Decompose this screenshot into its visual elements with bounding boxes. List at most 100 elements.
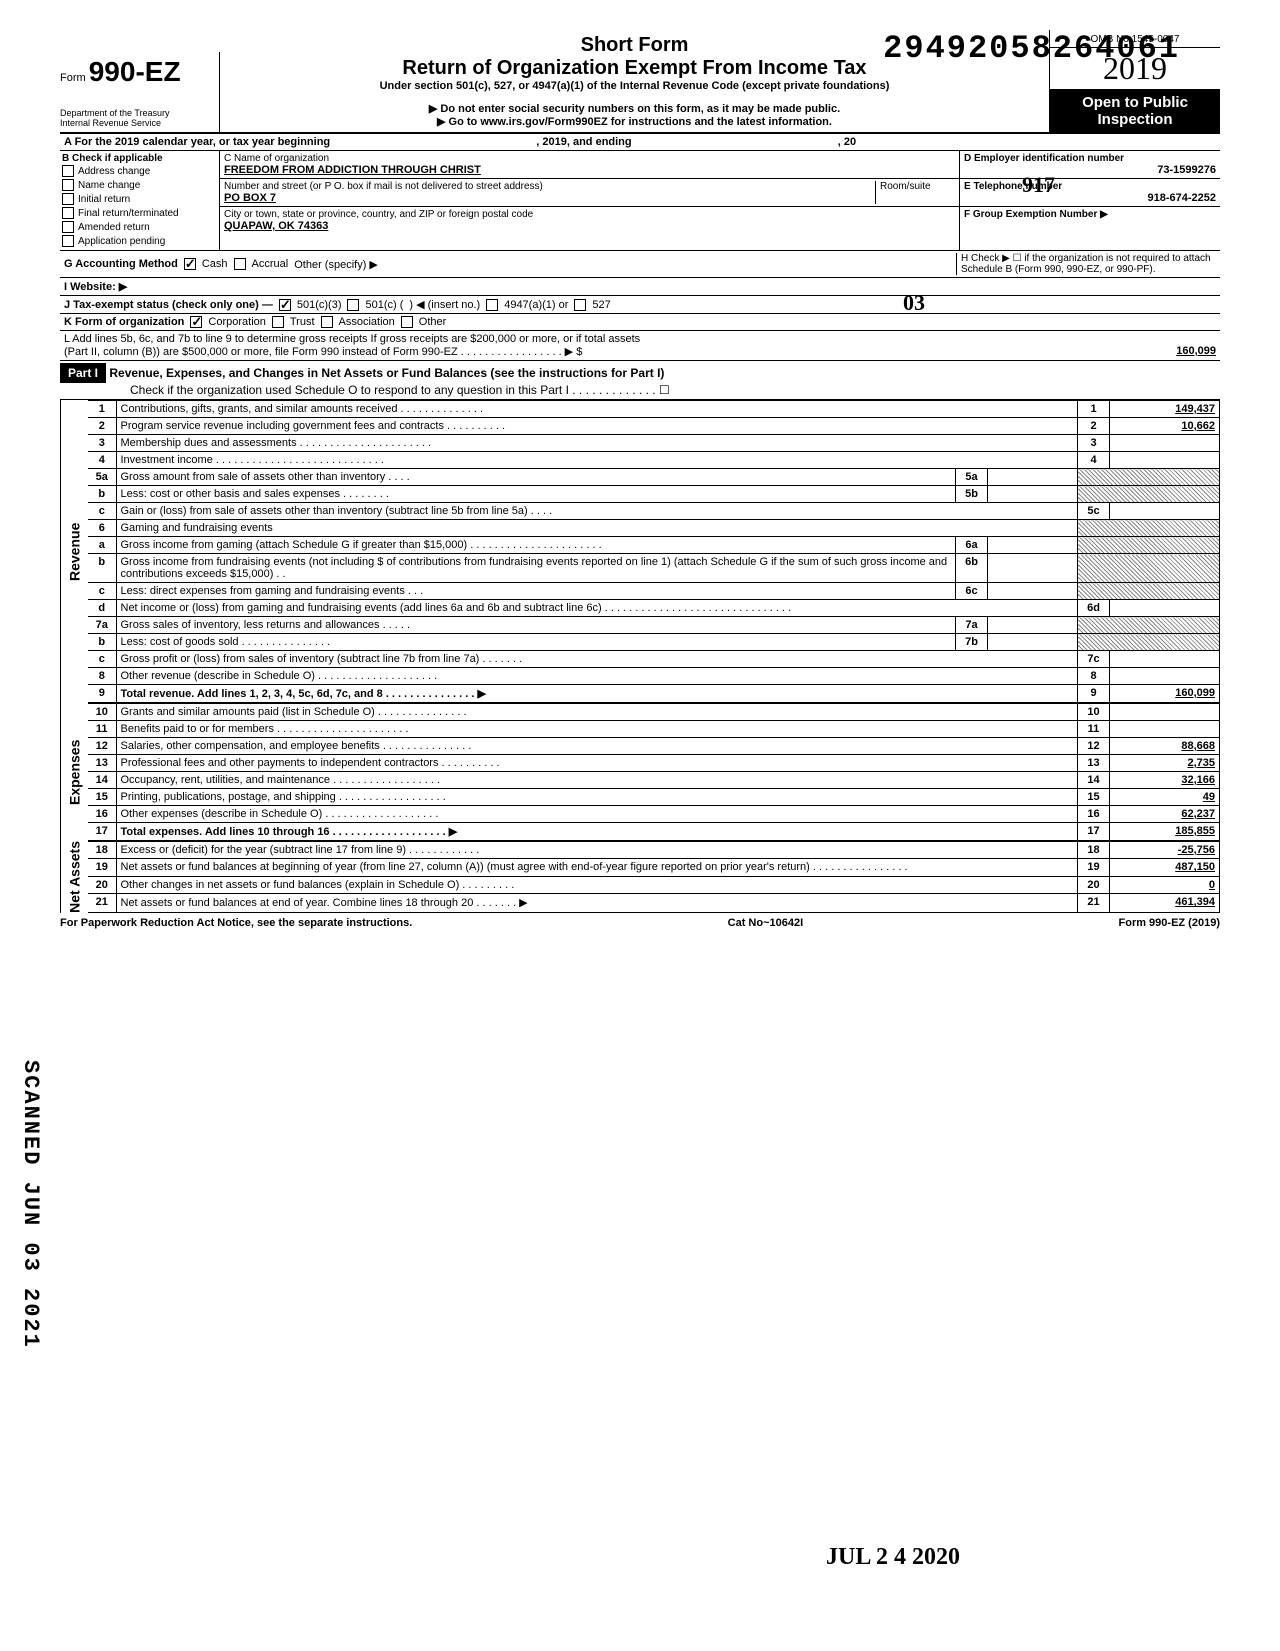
check-4947[interactable] xyxy=(486,299,498,311)
line-desc: Less: cost of goods sold . . . . . . . .… xyxy=(116,634,956,651)
check-kother[interactable] xyxy=(401,316,413,328)
box-number: 15 xyxy=(1078,789,1110,806)
check-initial[interactable] xyxy=(62,193,74,205)
check-527[interactable] xyxy=(574,299,586,311)
lbl-501cb: ) ◀ (insert no.) xyxy=(409,298,480,311)
stamp-number: 29492058264061 xyxy=(883,30,1180,67)
table-row: 6Gaming and fundraising events xyxy=(88,520,1220,537)
box-number: 1 xyxy=(1078,401,1110,418)
line-desc: Gaming and fundraising events xyxy=(116,520,1078,537)
lbl-initial: Initial return xyxy=(78,194,130,205)
table-row: bLess: cost or other basis and sales exp… xyxy=(88,486,1220,503)
inner-box-num: 7a xyxy=(956,617,988,634)
table-row: 15Printing, publications, postage, and s… xyxy=(88,789,1220,806)
box-number: 21 xyxy=(1078,894,1110,913)
line-desc: Other expenses (describe in Schedule O) … xyxy=(116,806,1078,823)
table-row: 3Membership dues and assessments . . . .… xyxy=(88,435,1220,452)
box-number: 3 xyxy=(1078,435,1110,452)
lbl-501c3: 501(c)(3) xyxy=(297,299,342,311)
open-public: Open to Public Inspection xyxy=(1050,90,1220,132)
inner-box-num: 5b xyxy=(956,486,988,503)
table-row: cLess: direct expenses from gaming and f… xyxy=(88,583,1220,600)
check-assoc[interactable] xyxy=(321,316,333,328)
table-row: 20Other changes in net assets or fund ba… xyxy=(88,876,1220,893)
line-amount: 49 xyxy=(1110,789,1220,806)
cal-mid: , 2019, and ending xyxy=(536,136,631,148)
inner-amount xyxy=(988,469,1078,486)
i-label: I Website: ▶ xyxy=(64,280,127,293)
table-row: 9Total revenue. Add lines 1, 2, 3, 4, 5c… xyxy=(88,685,1220,703)
org-street: PO BOX 7 xyxy=(224,192,875,204)
line-desc: Gross income from gaming (attach Schedul… xyxy=(116,537,956,554)
lbl-corp: Corporation xyxy=(208,316,265,328)
check-501c[interactable] xyxy=(347,299,359,311)
line-number: 4 xyxy=(88,452,116,469)
line-desc: Less: cost or other basis and sales expe… xyxy=(116,486,956,503)
line-number: 14 xyxy=(88,772,116,789)
shaded-cell xyxy=(1078,520,1220,537)
netassets-table: 18Excess or (deficit) for the year (subt… xyxy=(88,841,1220,913)
line-desc: Gain or (loss) from sale of assets other… xyxy=(116,503,1078,520)
line-amount: 461,394 xyxy=(1110,894,1220,913)
table-row: 4Investment income . . . . . . . . . . .… xyxy=(88,452,1220,469)
dept1: Department of the Treasury xyxy=(60,108,211,118)
table-row: cGross profit or (loss) from sales of in… xyxy=(88,651,1220,668)
footer-mid: Cat No~10642I xyxy=(728,917,804,929)
line-amount: -25,756 xyxy=(1110,842,1220,859)
check-final[interactable] xyxy=(62,207,74,219)
phone: 918-674-2252 xyxy=(964,192,1216,204)
line-amount xyxy=(1110,503,1220,520)
ein: 73-1599276 xyxy=(964,164,1216,176)
cal-end: , 20 xyxy=(838,136,856,148)
city-label: City or town, state or province, country… xyxy=(224,209,955,220)
box-number: 16 xyxy=(1078,806,1110,823)
check-pending[interactable] xyxy=(62,235,74,247)
line-desc: Less: direct expenses from gaming and fu… xyxy=(116,583,956,600)
table-row: 19Net assets or fund balances at beginni… xyxy=(88,859,1220,876)
date-stamp: JUL 2 4 2020 xyxy=(826,1544,960,1571)
line-desc: Contributions, gifts, grants, and simila… xyxy=(116,401,1078,418)
line-desc: Excess or (deficit) for the year (subtra… xyxy=(116,842,1078,859)
lbl-trust: Trust xyxy=(290,316,315,328)
box-number: 11 xyxy=(1078,721,1110,738)
check-amended[interactable] xyxy=(62,221,74,233)
revenue-label: Revenue xyxy=(60,400,88,703)
inner-amount xyxy=(988,554,1078,583)
lbl-assoc: Association xyxy=(339,316,395,328)
right-col: D Employer identification number 73-1599… xyxy=(960,151,1220,250)
inner-box-num: 6a xyxy=(956,537,988,554)
line-number: 2 xyxy=(88,418,116,435)
check-cash[interactable] xyxy=(184,258,196,270)
inner-box-num: 6b xyxy=(956,554,988,583)
form-prefix: Form xyxy=(60,72,86,84)
shaded-cell xyxy=(1078,634,1220,651)
check-trust[interactable] xyxy=(272,316,284,328)
footer: For Paperwork Reduction Act Notice, see … xyxy=(60,913,1220,933)
lbl-kother: Other xyxy=(419,316,447,328)
box-number: 10 xyxy=(1078,704,1110,721)
scanned-stamp: SCANNED JUN 03 2021 xyxy=(18,1060,43,1349)
line-desc: Gross sales of inventory, less returns a… xyxy=(116,617,956,634)
footer-right: Form 990-EZ (2019) xyxy=(1119,917,1220,929)
lbl-4947: 4947(a)(1) or xyxy=(504,299,568,311)
section-b: B Check if applicable Address change Nam… xyxy=(60,151,1220,251)
line-number: 6 xyxy=(88,520,116,537)
check-501c3[interactable] xyxy=(279,299,291,311)
check-corp[interactable] xyxy=(190,316,202,328)
line-number: 18 xyxy=(88,842,116,859)
check-name[interactable] xyxy=(62,179,74,191)
line-amount: 32,166 xyxy=(1110,772,1220,789)
footer-left: For Paperwork Reduction Act Notice, see … xyxy=(60,917,412,929)
line-amount: 0 xyxy=(1110,876,1220,893)
org-col: C Name of organization FREEDOM FROM ADDI… xyxy=(220,151,960,250)
line-amount: 2,735 xyxy=(1110,755,1220,772)
shaded-cell xyxy=(1078,469,1220,486)
part1-title: Revenue, Expenses, and Changes in Net As… xyxy=(109,366,664,380)
netassets-label: Net Assets xyxy=(60,841,88,913)
line-amount: 185,855 xyxy=(1110,823,1220,841)
line-number: 9 xyxy=(88,685,116,703)
line-number: b xyxy=(88,634,116,651)
table-row: 12Salaries, other compensation, and empl… xyxy=(88,738,1220,755)
check-accrual[interactable] xyxy=(234,258,246,270)
check-address[interactable] xyxy=(62,165,74,177)
